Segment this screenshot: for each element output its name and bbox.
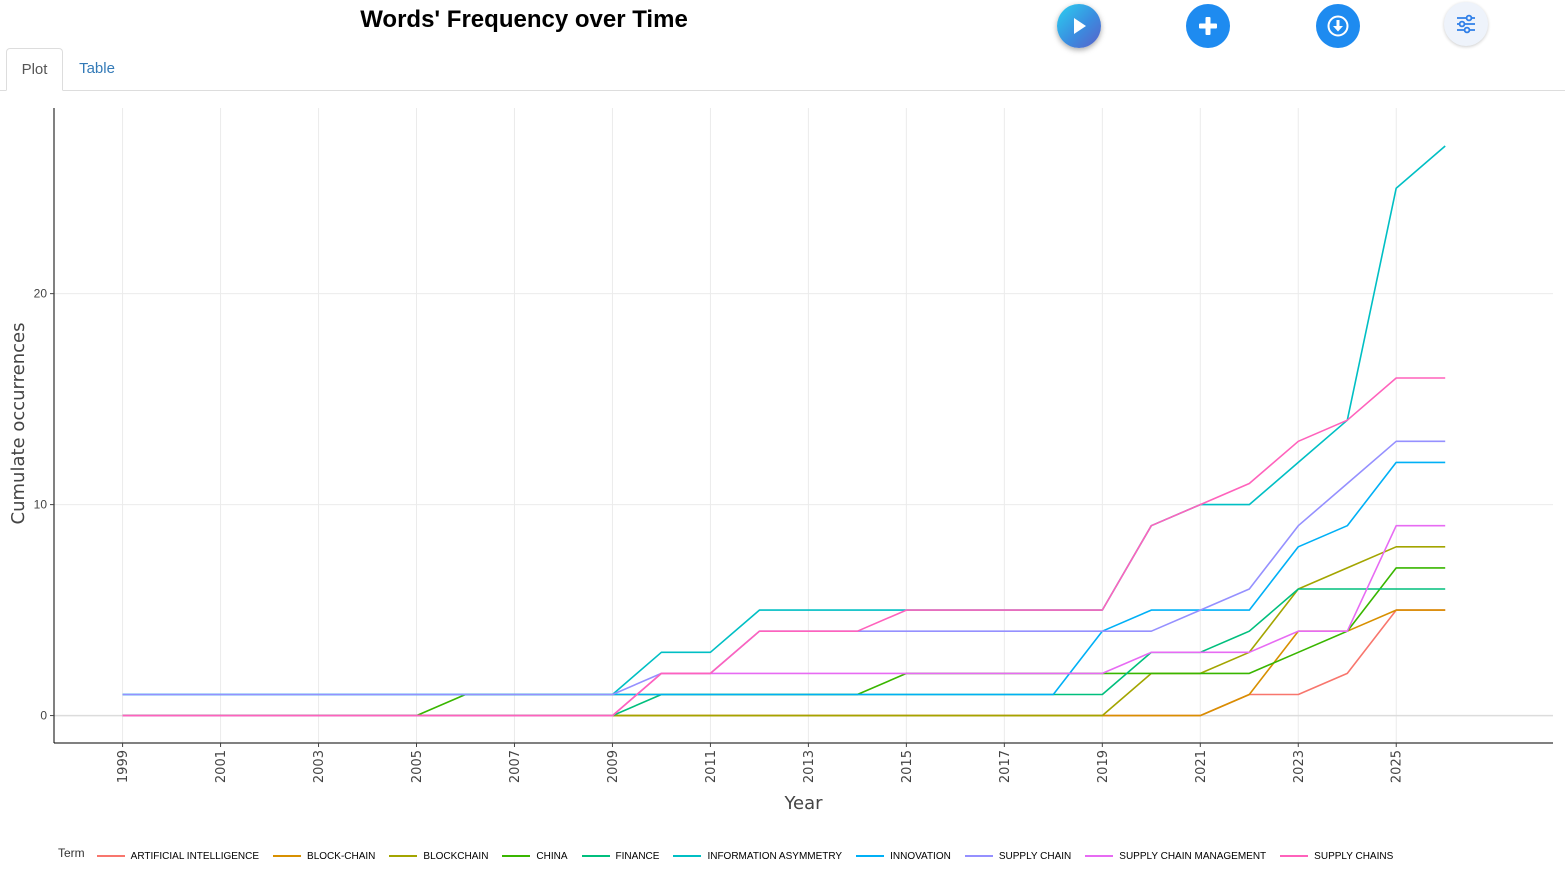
- legend-label: INFORMATION ASYMMETRY: [707, 850, 843, 862]
- download-button[interactable]: [1316, 4, 1360, 48]
- series-line-supply-chains: [122, 377, 1446, 717]
- legend-label: SUPPLY CHAIN: [998, 850, 1072, 862]
- legend-label: BLOCKCHAIN: [423, 850, 489, 862]
- legend-swatch: [581, 855, 610, 857]
- legend-item-supply-chains[interactable]: SUPPLY CHAINS: [1280, 851, 1393, 862]
- download-icon: [1327, 15, 1349, 37]
- x-tick-label: 1999: [116, 750, 131, 783]
- x-tick-label: 2011: [704, 750, 719, 783]
- x-tick-label: 2005: [410, 750, 425, 783]
- x-tick-label: 2015: [900, 750, 915, 783]
- y-tick-label: 10: [34, 498, 48, 512]
- legend-label: FINANCE: [615, 850, 660, 862]
- legend-swatch: [673, 855, 702, 857]
- settings-button[interactable]: [1444, 2, 1488, 46]
- play-icon: [1074, 18, 1086, 34]
- series-line-block-chain: [122, 609, 1446, 717]
- legend-swatch: [1280, 855, 1309, 857]
- x-axis-title: Year: [783, 793, 823, 814]
- legend-label: SUPPLY CHAINS: [1314, 850, 1394, 862]
- legend-item-block-chain[interactable]: BLOCK-CHAIN: [273, 851, 375, 862]
- plus-icon: [1199, 17, 1217, 35]
- x-tick-label: 2023: [1292, 750, 1307, 783]
- legend-swatch: [964, 855, 993, 857]
- legend-swatch: [273, 855, 302, 857]
- tab-plot[interactable]: Plot: [6, 48, 63, 91]
- x-tick-label: 2003: [312, 750, 327, 783]
- x-tick-label: 2007: [508, 750, 523, 783]
- x-tick-label: 2009: [606, 750, 621, 783]
- x-tick-label: 2021: [1194, 750, 1209, 783]
- legend-item-china[interactable]: CHINA: [502, 850, 568, 862]
- series-line-supply-chain-management: [122, 524, 1446, 717]
- tab-table[interactable]: Table: [79, 60, 115, 77]
- legend-title: Term: [58, 846, 85, 860]
- series-line-supply-chain: [122, 440, 1446, 696]
- y-tick-label: 20: [34, 287, 48, 301]
- legend-swatch: [389, 855, 418, 857]
- chart-title: Words' Frequency over Time: [360, 6, 688, 33]
- legend-swatch: [856, 855, 885, 857]
- x-tick-label: 2025: [1390, 750, 1405, 783]
- legend-swatch: [96, 855, 125, 857]
- x-tick-label: 2017: [998, 750, 1013, 783]
- legend-label: SUPPLY CHAIN MANAGEMENT: [1119, 850, 1267, 862]
- legend-item-blockchain[interactable]: BLOCKCHAIN: [389, 851, 488, 862]
- tab-bar: Plot Table: [0, 48, 1565, 91]
- legend-swatch: [502, 855, 531, 857]
- series-line-artificial-intelligence: [122, 609, 1446, 717]
- x-tick-label: 2001: [214, 750, 229, 783]
- legend-item-artificial-intelligence[interactable]: ARTIFICIAL INTELLIGENCE: [96, 850, 260, 862]
- legend-label: ARTIFICIAL INTELLIGENCE: [130, 850, 260, 862]
- sliders-icon: [1457, 14, 1475, 34]
- add-button[interactable]: [1186, 4, 1230, 48]
- legend-item-supply-chain-management[interactable]: SUPPLY CHAIN MANAGEMENT: [1085, 851, 1266, 862]
- series-line-innovation: [122, 461, 1446, 696]
- y-tick-label: 0: [40, 709, 47, 723]
- legend-item-innovation[interactable]: INNOVATION: [856, 851, 951, 862]
- chart-legend: Term ARTIFICIAL INTELLIGENCE BLOCK-CHAIN B…: [58, 846, 1407, 866]
- legend-item-information-asymmetry[interactable]: INFORMATION ASYMMETRY: [673, 851, 842, 862]
- legend-swatch: [1085, 855, 1114, 857]
- legend-label: INNOVATION: [890, 850, 951, 862]
- legend-item-supply-chain[interactable]: SUPPLY CHAIN: [964, 850, 1072, 862]
- x-tick-label: 2013: [802, 750, 817, 783]
- x-tick-label: 2019: [1096, 750, 1111, 783]
- y-axis-title: Cumulate occurrences: [8, 323, 29, 525]
- legend-label: BLOCK-CHAIN: [307, 850, 376, 862]
- play-button[interactable]: [1057, 4, 1101, 48]
- legend-item-finance[interactable]: FINANCE: [581, 850, 660, 862]
- legend-label: CHINA: [536, 850, 568, 862]
- series-line-information-asymmetry: [122, 145, 1446, 696]
- line-chart: 0 10 20 1999 2001 2003 2005 2007 2009 2011 2013 201…: [8, 108, 1553, 814]
